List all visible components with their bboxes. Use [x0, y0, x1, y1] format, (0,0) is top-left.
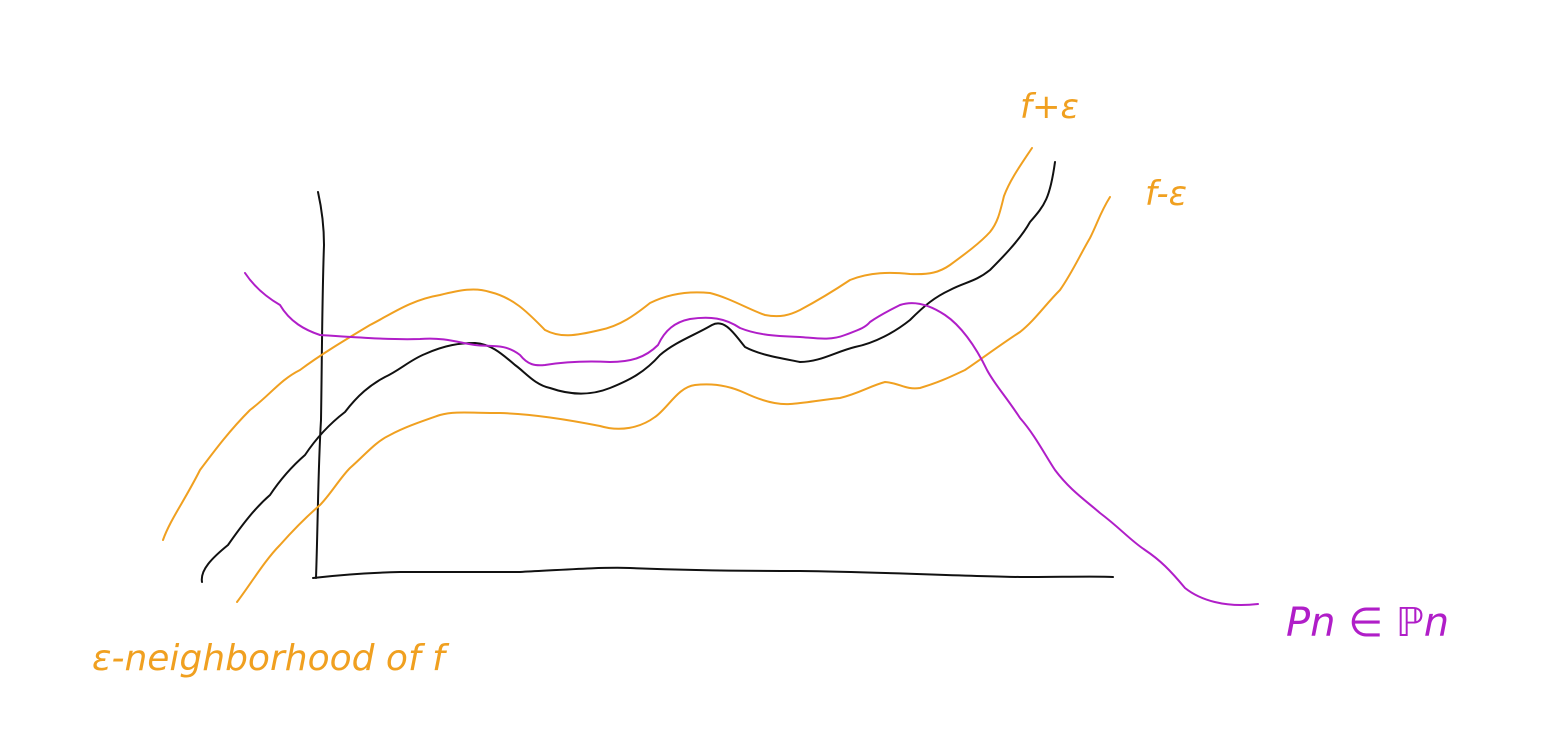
polynomial-pn-curve: [244, 272, 1259, 606]
x-axis: [312, 566, 1114, 579]
upper-band-label: f+ε: [1020, 87, 1079, 127]
axes: [312, 191, 1114, 579]
upper-band-curve: [162, 147, 1033, 541]
y-axis: [315, 191, 325, 579]
caption-label: ε-neighborhood of f: [92, 638, 450, 679]
function-f-curve: [200, 161, 1056, 583]
polynomial-label: Pn ∈ ℙn: [1286, 600, 1449, 646]
lower-band-curve: [236, 196, 1111, 603]
lower-band-label: f-ε: [1145, 174, 1187, 214]
